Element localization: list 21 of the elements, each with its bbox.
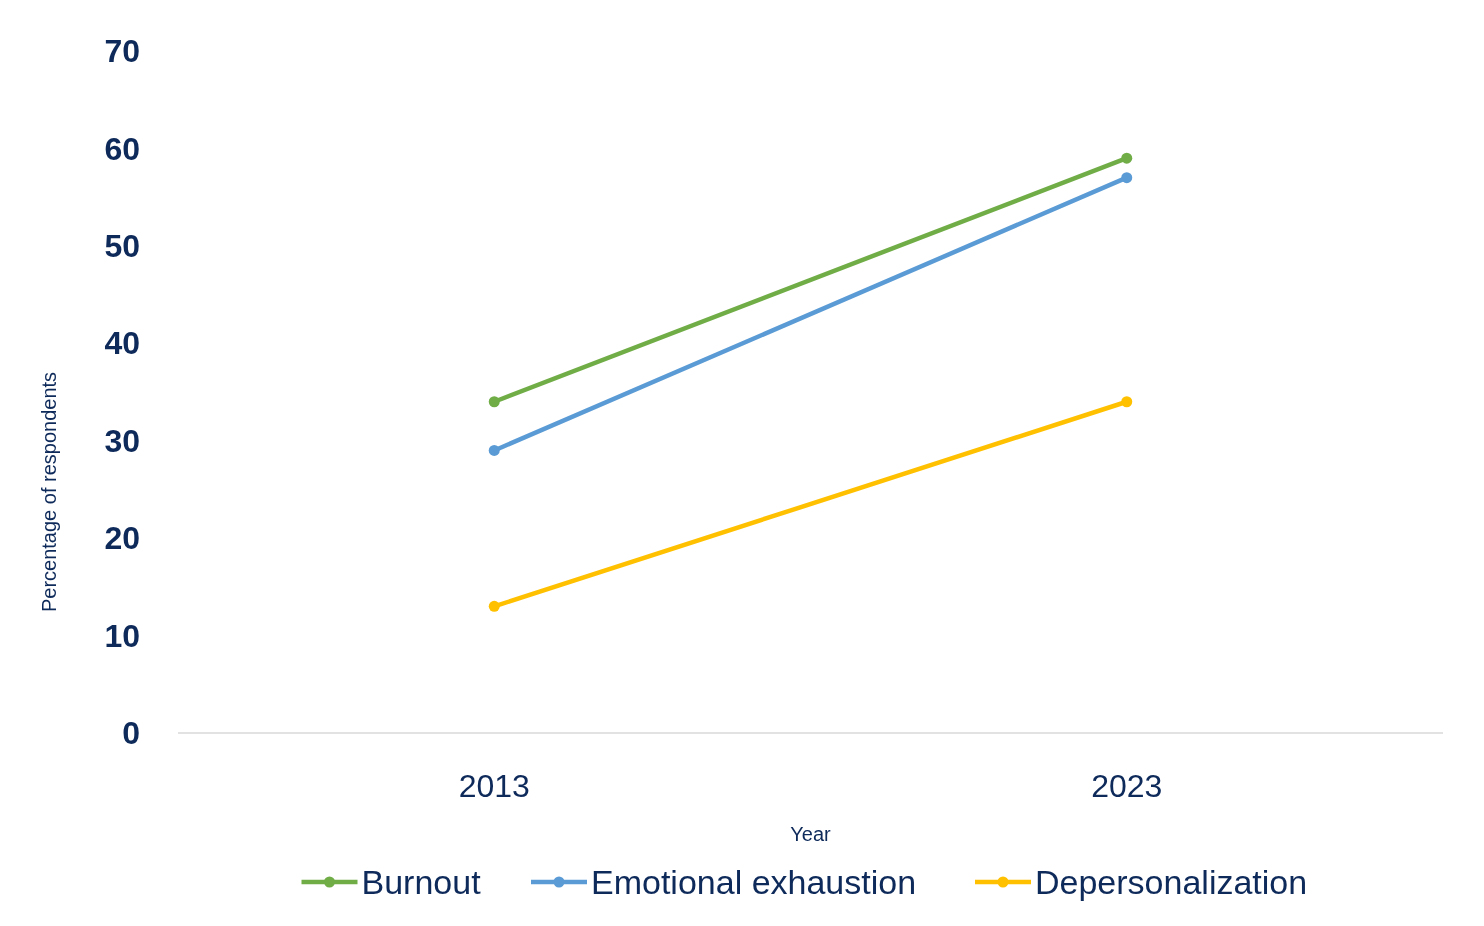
y-tick-label: 10 — [104, 617, 140, 654]
y-tick-label: 30 — [104, 422, 140, 459]
y-tick-label: 70 — [104, 33, 140, 70]
y-tick-label: 40 — [104, 325, 140, 362]
y-tick-label: 50 — [104, 228, 140, 265]
y-tick-label: 0 — [122, 715, 140, 752]
legend-label: Emotional exhaustion — [591, 862, 917, 901]
x-tick-label: 2013 — [458, 768, 530, 804]
point — [488, 444, 500, 456]
point — [488, 396, 500, 408]
y-tick-label: 20 — [104, 520, 140, 557]
x-tick-label: 2023 — [1091, 768, 1163, 804]
point — [488, 600, 500, 612]
y-axis-title: Percentage of respondents — [38, 371, 60, 613]
point — [1121, 152, 1133, 164]
x-axis-title: Year — [790, 823, 832, 845]
y-tick-label: 60 — [104, 130, 140, 167]
point — [1121, 172, 1133, 184]
legend-label: Depersonalization — [1035, 862, 1308, 901]
point — [1121, 396, 1133, 408]
legend-label: Burnout — [361, 862, 482, 901]
